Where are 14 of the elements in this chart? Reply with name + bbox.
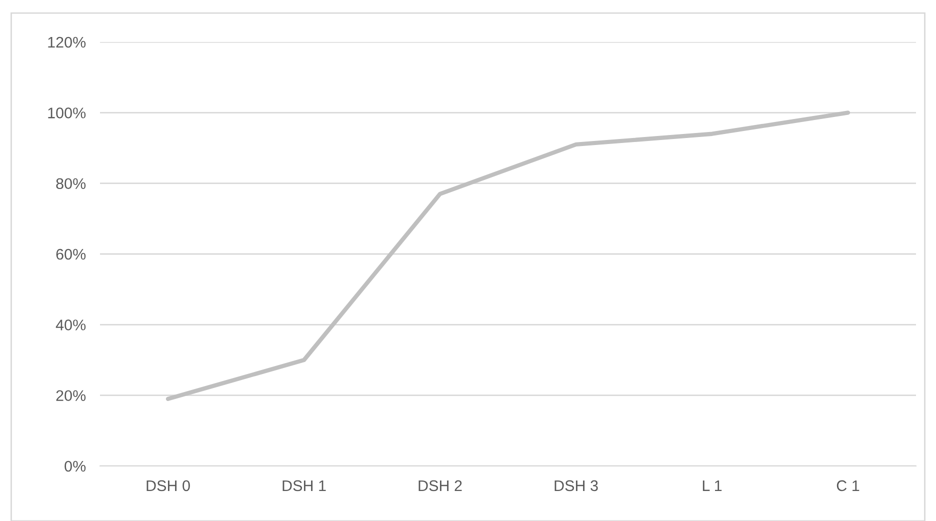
y-tick-label: 60% xyxy=(56,248,86,260)
y-tick-label: 80% xyxy=(56,178,86,190)
line-series xyxy=(166,110,850,401)
y-tick-label: 100% xyxy=(48,108,86,118)
x-tick-label: DSH 3 xyxy=(554,480,598,492)
x-tick-label: L 1 xyxy=(702,480,722,491)
y-tick-label: 40% xyxy=(56,320,86,330)
x-tick-label: C 1 xyxy=(836,480,860,492)
x-tick-label: DSH 1 xyxy=(282,480,326,492)
x-tick-label: DSH 2 xyxy=(418,480,462,492)
y-tick-label: 0% xyxy=(64,460,86,472)
x-tick-label: DSH 0 xyxy=(146,480,190,492)
y-tick-label: 20% xyxy=(56,390,86,402)
y-tick-label: 120% xyxy=(48,36,86,48)
